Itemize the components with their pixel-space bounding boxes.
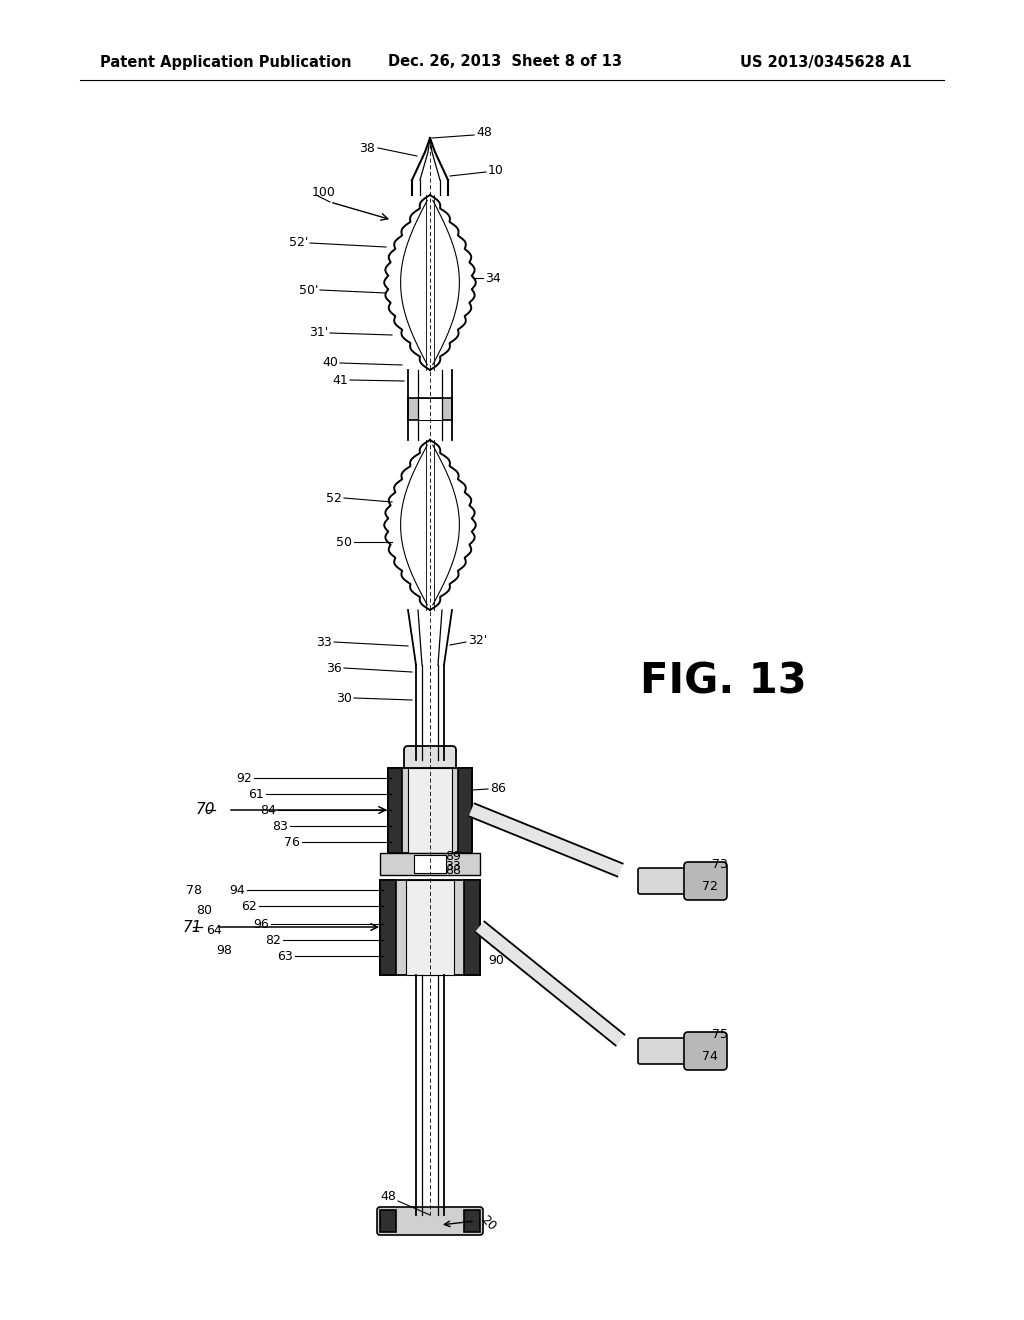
Text: Patent Application Publication: Patent Application Publication [100, 54, 351, 70]
Text: US 2013/0345628 A1: US 2013/0345628 A1 [740, 54, 911, 70]
Text: 62: 62 [242, 899, 257, 912]
Bar [464, 880, 480, 975]
Text: 94: 94 [229, 883, 245, 896]
Text: 50: 50 [336, 536, 352, 549]
Text: 52: 52 [326, 491, 342, 504]
Bar [380, 853, 480, 875]
Polygon shape [469, 804, 623, 876]
Text: 48: 48 [476, 127, 492, 140]
Text: 41: 41 [332, 374, 348, 387]
Bar [408, 768, 452, 853]
Text: 88: 88 [445, 863, 461, 876]
Bar [419, 768, 441, 853]
Bar [388, 768, 472, 853]
Bar [408, 399, 452, 420]
Text: 98: 98 [216, 944, 232, 957]
Text: 100: 100 [312, 186, 336, 198]
Text: 32': 32' [468, 634, 487, 647]
Text: 50': 50' [299, 284, 318, 297]
Text: 48: 48 [380, 1191, 396, 1204]
Text: 74: 74 [702, 1049, 718, 1063]
Text: 82: 82 [265, 933, 281, 946]
Text: 10: 10 [488, 164, 504, 177]
Bar [419, 880, 441, 975]
Text: 78: 78 [186, 883, 202, 896]
Text: 63: 63 [278, 949, 293, 962]
Bar [406, 880, 454, 975]
FancyBboxPatch shape [638, 1038, 697, 1064]
Bar [380, 880, 396, 975]
FancyBboxPatch shape [684, 1032, 727, 1071]
Text: 76: 76 [284, 836, 300, 849]
Text: 89: 89 [445, 850, 461, 863]
Text: 64: 64 [206, 924, 222, 936]
Bar [418, 399, 442, 420]
Bar [388, 768, 402, 853]
Text: 52': 52' [289, 236, 308, 249]
Text: 70: 70 [196, 803, 215, 817]
Text: 61: 61 [248, 788, 264, 800]
Text: 40: 40 [323, 356, 338, 370]
Bar [414, 855, 446, 873]
Text: 71: 71 [182, 920, 202, 935]
Text: 38: 38 [359, 141, 375, 154]
Text: 30: 30 [336, 692, 352, 705]
Bar [380, 1210, 396, 1232]
Text: FIG. 13: FIG. 13 [640, 660, 807, 702]
Polygon shape [475, 921, 625, 1045]
Text: 34: 34 [485, 272, 501, 285]
Text: 73: 73 [712, 858, 728, 871]
Text: 31': 31' [309, 326, 328, 339]
Text: 72: 72 [702, 879, 718, 892]
FancyBboxPatch shape [404, 746, 456, 781]
Text: 80: 80 [196, 903, 212, 916]
Text: 83: 83 [272, 820, 288, 833]
Bar [380, 880, 480, 975]
Text: 75: 75 [712, 1028, 728, 1041]
Text: 36: 36 [327, 661, 342, 675]
FancyBboxPatch shape [377, 1206, 483, 1236]
Bar [464, 1210, 480, 1232]
Text: Dec. 26, 2013  Sheet 8 of 13: Dec. 26, 2013 Sheet 8 of 13 [388, 54, 622, 70]
FancyBboxPatch shape [638, 869, 697, 894]
Text: 92: 92 [237, 771, 252, 784]
Text: 96: 96 [253, 917, 269, 931]
Text: 90: 90 [488, 953, 504, 966]
FancyBboxPatch shape [684, 862, 727, 900]
Text: 84: 84 [260, 804, 276, 817]
Text: 33: 33 [316, 635, 332, 648]
Bar [458, 768, 472, 853]
Text: 86: 86 [490, 781, 506, 795]
Text: 33: 33 [445, 861, 461, 874]
Text: 20: 20 [478, 1213, 499, 1233]
